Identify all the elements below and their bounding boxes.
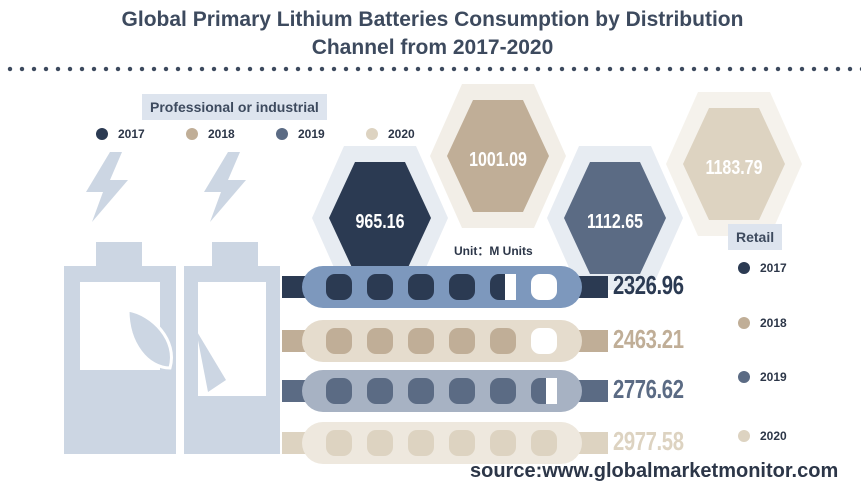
legend-item-professional-2017: 2017 (96, 127, 145, 141)
legend-dot-2018 (738, 317, 750, 329)
unit-label: Unit：M Units (454, 244, 533, 258)
legend-item-professional-2020: 2020 (366, 127, 415, 141)
retail-bar-2020 (282, 422, 608, 464)
retail-value-2019: 2776.62 (613, 374, 684, 404)
legend-item-retail-2020: 2020 (738, 429, 787, 443)
hexagon-value-2020: 1183.79 (706, 156, 763, 178)
lightning-icon (86, 152, 128, 222)
lightning-icon (204, 152, 246, 222)
panel-label-retail: Retail (728, 224, 783, 250)
legend-label: 2020 (760, 429, 787, 443)
legend-dot-2017 (96, 128, 108, 140)
source-label: source:www.globalmarketmonitor.com (470, 460, 839, 482)
hexagon-2017 (312, 146, 448, 290)
retail-bar-2017 (282, 266, 608, 308)
title-line-2: Channel from 2017-2020 (311, 36, 554, 59)
legend-item-professional-2018: 2018 (186, 127, 235, 141)
legend-dot-2019 (738, 371, 750, 383)
hexagon-2020 (666, 92, 802, 236)
legend-dot-2020 (366, 128, 378, 140)
legend-item-retail-2017: 2017 (738, 261, 787, 275)
battery-icon (184, 242, 280, 454)
retail-bar-2018 (282, 320, 608, 362)
legend-item-retail-2019: 2019 (738, 370, 787, 384)
retail-value-2018: 2463.21 (613, 324, 684, 354)
legend-label: 2019 (760, 370, 787, 384)
legend-label: 2020 (388, 127, 415, 141)
legend-label: 2019 (298, 127, 325, 141)
retail-value-2020: 2977.58 (613, 426, 684, 456)
panel-label-professional: Professional or industrial (142, 94, 327, 120)
legend-dot-2019 (276, 128, 288, 140)
chart-title: Global Primary Lithium Batteries Consump… (0, 6, 865, 62)
hexagon-2018 (430, 84, 566, 228)
battery-icon (64, 242, 176, 454)
hexagon-value-2017: 965.16 (356, 210, 405, 232)
hexagon-value-2018: 1001.09 (469, 148, 527, 170)
legend-dot-2017 (738, 262, 750, 274)
hexagon-value-2019: 1112.65 (587, 210, 643, 232)
retail-value-2017: 2326.96 (613, 270, 684, 300)
legend-label: 2017 (760, 261, 787, 275)
legend-dot-2020 (738, 430, 750, 442)
legend-label: 2018 (208, 127, 235, 141)
title-line-1: Global Primary Lithium Batteries Consump… (121, 8, 744, 31)
legend-item-retail-2018: 2018 (738, 316, 787, 330)
retail-bar-2019 (282, 370, 608, 412)
legend-label: 2018 (760, 316, 787, 330)
legend-item-professional-2019: 2019 (276, 127, 325, 141)
legend-label: 2017 (118, 127, 145, 141)
legend-dot-2018 (186, 128, 198, 140)
hexagon-2019 (547, 146, 683, 290)
dotted-divider (4, 66, 861, 72)
